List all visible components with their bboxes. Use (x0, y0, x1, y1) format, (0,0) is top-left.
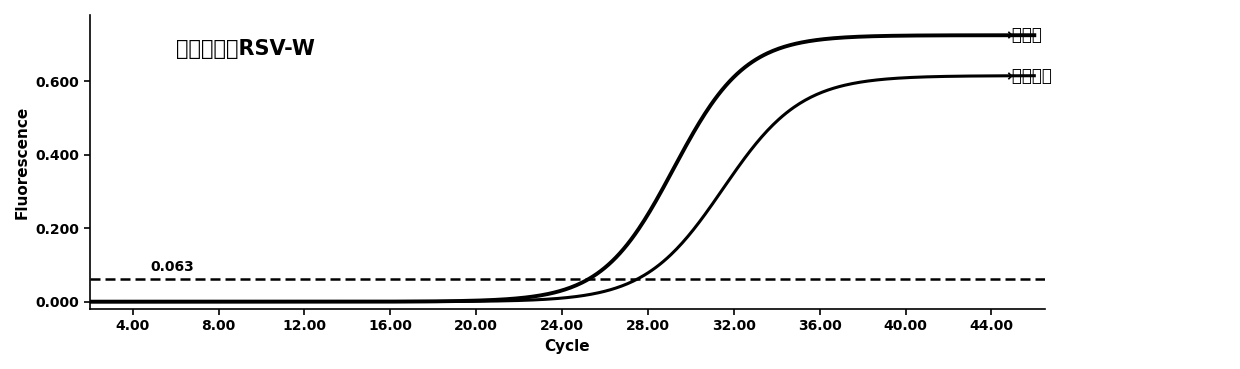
Text: →新方法: →新方法 (998, 26, 1042, 44)
Y-axis label: Fluorescence: Fluorescence (15, 106, 30, 219)
Text: →传统方法: →传统方法 (998, 67, 1052, 85)
Text: 0.063: 0.063 (150, 260, 193, 274)
X-axis label: Cycle: Cycle (544, 339, 590, 354)
Text: 检测野生型RSV-W: 检测野生型RSV-W (176, 38, 315, 59)
